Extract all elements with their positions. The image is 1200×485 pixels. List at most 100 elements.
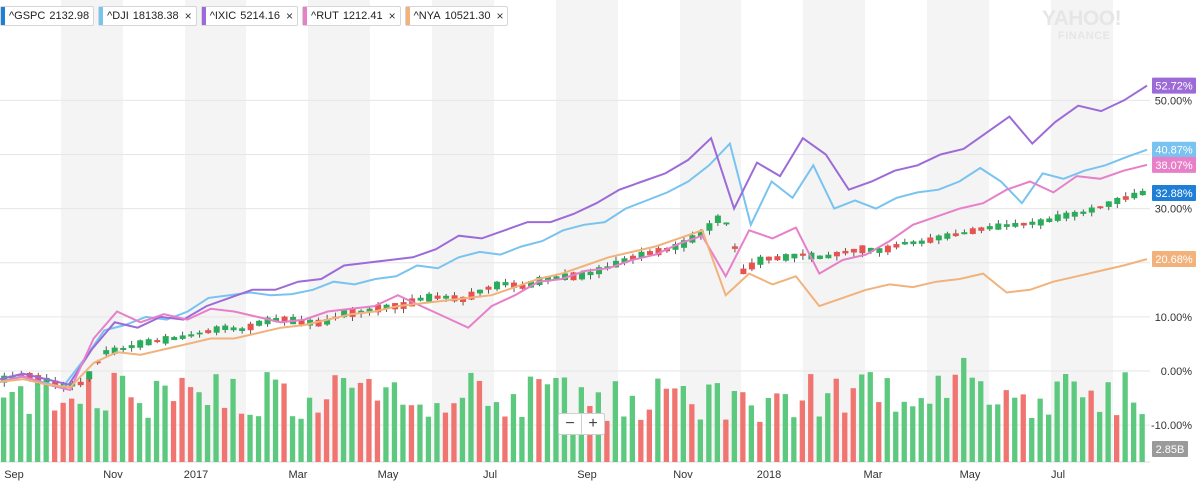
candle-body <box>162 336 169 344</box>
volume-bar <box>425 416 432 462</box>
volume-bar <box>1071 381 1077 462</box>
candle-body <box>511 282 517 288</box>
candle-body <box>859 245 866 254</box>
candle-body <box>757 256 764 265</box>
zoom-out-button[interactable]: − <box>565 415 575 432</box>
volume-bar <box>1046 414 1052 462</box>
candle-body <box>86 371 93 380</box>
close-icon[interactable]: × <box>388 9 396 23</box>
x-tick-label: Mar <box>864 469 883 481</box>
legend-chip-dji[interactable]: ^DJI 18138.38 × <box>98 6 197 26</box>
candle-body <box>1054 214 1061 221</box>
candle-body <box>986 226 993 230</box>
candle-body <box>77 381 84 386</box>
volume-bar <box>1139 414 1145 462</box>
legend-value: 10521.30 <box>444 10 491 22</box>
candle-body <box>961 232 968 235</box>
volume-bar <box>1 397 7 462</box>
legend-swatch <box>201 7 206 25</box>
y-tick-label: 50.00% <box>1155 95 1193 107</box>
candle-body <box>1139 190 1146 196</box>
x-tick-label: 2018 <box>757 469 781 481</box>
x-tick-label: May <box>378 469 399 481</box>
volume-bar <box>842 412 848 462</box>
volume-bar <box>859 374 865 462</box>
volume-bar <box>510 394 517 462</box>
candle-body <box>349 309 356 317</box>
x-tick-label: Nov <box>673 469 693 481</box>
y-tick-label: 30.00% <box>1155 204 1193 216</box>
candle-body <box>1012 223 1019 227</box>
volume-bar <box>680 386 686 462</box>
volume-bar <box>26 413 32 462</box>
candle-body <box>171 337 178 341</box>
candle-body <box>816 255 823 259</box>
legend-chip-rut[interactable]: ^RUT 1212.41 × <box>302 6 401 26</box>
zoom-in-button[interactable]: + <box>581 414 604 434</box>
candle-body <box>630 255 636 260</box>
candle-body <box>655 248 662 256</box>
volume-bar <box>1114 415 1120 462</box>
candle-body <box>52 380 59 386</box>
candle-body <box>324 319 331 325</box>
candle-body <box>545 276 551 282</box>
volume-bar <box>196 392 202 462</box>
x-tick-label: Nov <box>103 469 123 481</box>
candle-body <box>145 339 152 346</box>
x-tick-label: Mar <box>289 469 308 481</box>
month-band <box>1051 0 1113 462</box>
close-icon[interactable]: × <box>496 9 504 23</box>
series-line-dji <box>0 141 1148 389</box>
volume-bar <box>672 388 678 462</box>
legend-symbol: ^IXIC <box>209 10 237 22</box>
candle-body <box>9 375 16 380</box>
volume-bar <box>221 407 228 462</box>
candle-body <box>697 230 704 238</box>
volume-bar <box>119 375 126 462</box>
close-icon[interactable]: × <box>184 9 192 23</box>
legend-chip-ixic[interactable]: ^IXIC 5214.16 × <box>200 6 299 26</box>
volume-bar <box>493 402 500 462</box>
volume-bar <box>629 395 635 462</box>
close-icon[interactable]: × <box>286 9 294 23</box>
candle-body <box>477 289 483 294</box>
candle-body <box>315 319 322 327</box>
volume-bar <box>731 391 737 462</box>
volume-bar <box>281 383 287 462</box>
candle-body <box>774 256 781 261</box>
candle-body <box>1037 219 1044 226</box>
candle-body <box>519 285 526 289</box>
candle-body <box>995 223 1002 230</box>
volume-bar <box>340 378 347 462</box>
series-end-tag <box>1152 77 1196 94</box>
candle-body <box>1105 201 1112 207</box>
volume-bar <box>35 379 41 462</box>
volume-bar <box>170 401 177 462</box>
candle-body <box>842 250 849 254</box>
series-end-tag <box>1152 141 1196 158</box>
volume-bar <box>289 416 296 462</box>
candle-body <box>1071 211 1078 217</box>
volume-bar <box>1088 390 1094 462</box>
volume-bar <box>400 404 406 462</box>
volume-bar <box>332 375 338 462</box>
volume-bar <box>553 378 559 462</box>
candle-body <box>910 241 917 245</box>
volume-bar <box>77 403 83 462</box>
candle-body <box>103 350 110 355</box>
candle-body <box>876 248 883 253</box>
legend-chip-gspc[interactable]: ^GSPC 2132.98 <box>0 6 95 26</box>
legend-chip-nya[interactable]: ^NYA 10521.30 × <box>404 6 509 26</box>
volume-bar <box>1097 411 1103 462</box>
candle-body <box>128 345 135 349</box>
candle-body <box>587 271 594 276</box>
volume-bar <box>1105 382 1111 462</box>
candle-body <box>154 340 161 343</box>
volume-bar <box>136 403 143 462</box>
volume-bar <box>1122 372 1128 462</box>
legend-value: 18138.38 <box>132 10 179 22</box>
series-line-nya <box>0 229 1148 389</box>
series-line-ixic <box>0 84 1148 386</box>
legend: ^GSPC 2132.98 ^DJI 18138.38 × ^IXIC 5214.16 × ^R… <box>0 6 509 26</box>
candle-body <box>1020 222 1027 226</box>
